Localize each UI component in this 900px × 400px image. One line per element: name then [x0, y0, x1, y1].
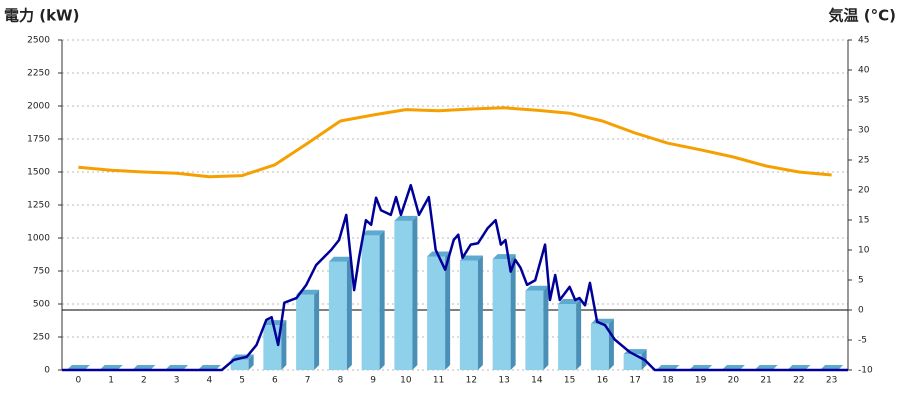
bar [296, 294, 315, 370]
x-tick-label: 14 [531, 376, 543, 386]
y-tick-label: 2500 [27, 36, 50, 46]
bar-side [510, 254, 516, 370]
bar-top [459, 255, 483, 261]
bar-top [525, 285, 549, 291]
bar [328, 261, 347, 370]
y2-tick-label: 5 [858, 276, 864, 286]
y-tick-label: 750 [33, 267, 50, 277]
y2-tick-label: 40 [858, 66, 870, 76]
y-tick-label: 1250 [27, 201, 50, 211]
x-tick-label: 18 [662, 376, 674, 386]
bar-top [492, 254, 516, 260]
x-tick-label: 13 [498, 376, 509, 386]
bar-top [361, 230, 385, 236]
y-tick-label: 250 [33, 333, 50, 343]
bar-side [576, 299, 582, 370]
y-tick-label: 2250 [27, 69, 50, 79]
y-axis-title: 電力 (kW) [4, 7, 79, 25]
x-tick-label: 17 [629, 376, 640, 386]
x-tick-label: 1 [108, 376, 114, 386]
bar [361, 235, 380, 370]
temperature-line [78, 106, 832, 179]
y2-tick-label: 45 [858, 36, 869, 46]
bar-side [608, 318, 614, 370]
x-tick-label: 5 [239, 376, 245, 386]
bar-top [394, 215, 418, 221]
y-tick-label: 1500 [27, 168, 50, 178]
bar [558, 304, 577, 370]
y2-tick-label: 10 [858, 246, 870, 256]
x-tick-label: 6 [272, 376, 278, 386]
power-line [62, 183, 848, 372]
bar [263, 325, 282, 370]
y-tick-label: 0 [44, 366, 50, 376]
bar [623, 354, 642, 370]
x-tick-label: 12 [466, 376, 477, 386]
y2-tick-label: 15 [858, 216, 869, 226]
y2-tick-label: 20 [858, 186, 870, 196]
bar-side [346, 256, 352, 370]
x-tick-label: 19 [695, 376, 707, 386]
x-tick-label: 15 [564, 376, 575, 386]
y2-axis-title: 気温 (°C) [829, 7, 896, 25]
bar-side [445, 251, 451, 370]
bar-side [314, 289, 320, 370]
x-tick-label: 23 [826, 376, 837, 386]
x-tick-label: 20 [728, 376, 740, 386]
bar [394, 220, 413, 370]
bar-side [477, 255, 483, 370]
bar-side [412, 215, 418, 370]
x-tick-label: 11 [433, 376, 444, 386]
x-tick-label: 7 [305, 376, 311, 386]
bar [230, 359, 249, 370]
y-tick-label: 2000 [27, 102, 50, 112]
bar-side [379, 230, 385, 370]
x-tick-label: 22 [793, 376, 804, 386]
y2-tick-label: -5 [858, 336, 867, 346]
y-tick-label: 500 [33, 300, 50, 310]
bar-side [543, 285, 549, 370]
x-tick-label: 4 [207, 376, 213, 386]
y2-tick-label: 0 [858, 306, 864, 316]
bar [427, 256, 446, 370]
y-tick-label: 1000 [27, 234, 50, 244]
x-tick-label: 21 [760, 376, 771, 386]
y2-tick-label: 35 [858, 96, 869, 106]
y-tick-label: 1750 [27, 135, 50, 145]
bar [459, 260, 478, 370]
bar [525, 290, 544, 370]
bar [590, 323, 609, 370]
bar [492, 259, 511, 370]
y2-tick-label: 25 [858, 156, 869, 166]
y2-tick-label: -10 [858, 366, 873, 376]
bar-side [248, 354, 254, 370]
bar-top [328, 256, 352, 262]
x-tick-label: 10 [400, 376, 412, 386]
x-tick-label: 8 [338, 376, 344, 386]
x-tick-label: 3 [174, 376, 180, 386]
x-tick-label: 0 [76, 376, 82, 386]
y2-tick-label: 30 [858, 126, 870, 136]
x-tick-label: 16 [597, 376, 609, 386]
x-tick-label: 9 [370, 376, 376, 386]
bar-side [281, 320, 287, 370]
x-tick-label: 2 [141, 376, 147, 386]
